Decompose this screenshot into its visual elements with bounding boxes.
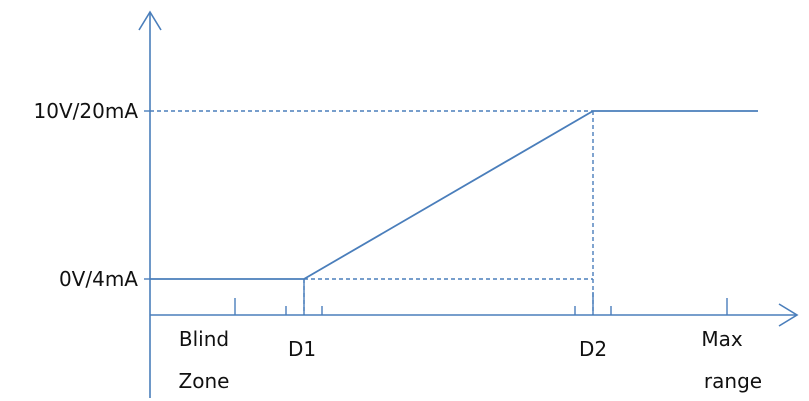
x-axis-arrowhead bbox=[778, 303, 799, 327]
x-label-max-range-line1: Max bbox=[701, 327, 743, 351]
x-label-blind-zone-line2: Zone bbox=[179, 369, 230, 393]
x-label-d1: D1 bbox=[288, 337, 316, 361]
y-label-low: 0V/4mA bbox=[59, 267, 138, 291]
y-axis-arrowhead bbox=[138, 10, 162, 31]
x-label-max-range-line2: range bbox=[704, 369, 762, 393]
output-curve bbox=[150, 110, 758, 280]
y-label-high: 10V/20mA bbox=[34, 99, 139, 123]
x-label-d2: D2 bbox=[579, 337, 607, 361]
x-label-blind-zone-line1: Blind bbox=[179, 327, 229, 351]
